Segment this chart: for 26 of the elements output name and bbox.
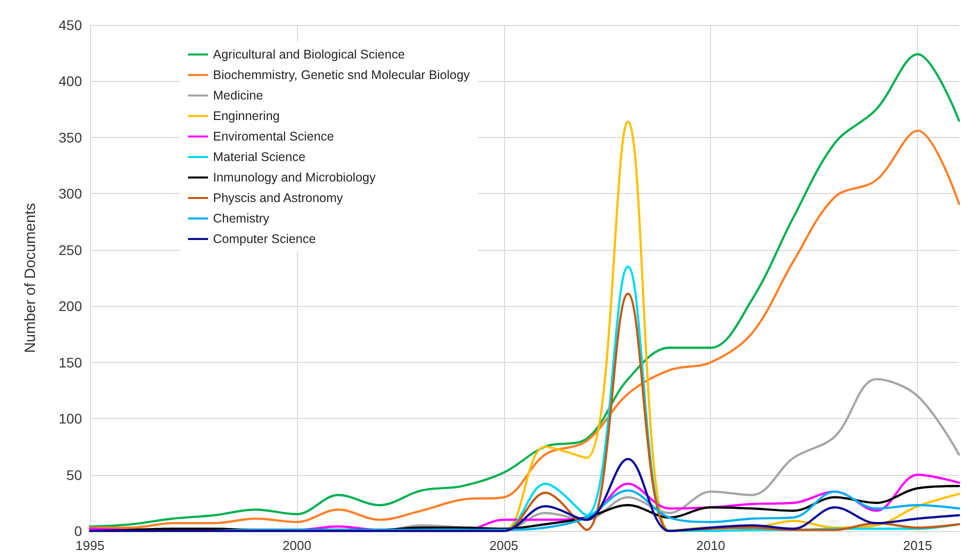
y-tick-label: 200 [58,298,82,314]
y-tick-label: 250 [58,242,82,258]
legend-label: Agricultural and Biological Science [213,48,405,62]
y-tick-label: 300 [58,186,82,202]
x-tick-label: 2005 [489,538,518,553]
x-tick-label: 2015 [903,538,932,553]
y-axis-title: Number of Documents [22,202,39,354]
legend-label: Chemistry [213,212,270,226]
y-tick-label: 150 [58,354,82,370]
legend-label: Enginnering [213,109,280,123]
legend-label: Enviromental Science [213,130,334,144]
legend-label: Material Science [213,150,306,164]
legend-label: Medicine [213,88,264,102]
y-tick-label: 400 [58,73,82,90]
y-tick-label: 450 [58,17,82,33]
legend-label: Physcis and Astronomy [213,191,344,205]
y-tick-label: 0 [74,523,82,539]
y-tick-label: 50 [66,466,82,483]
y-tick-label: 100 [58,410,82,427]
legend-label: Biochemmistry, Genetic snd Molecular Biology [213,68,471,82]
x-tick-label: 1995 [76,538,104,553]
legend-label: Computer Science [213,232,316,246]
x-tick-label: 2000 [282,538,312,553]
x-tick-label: 2010 [696,538,726,553]
y-tick-label: 350 [58,129,82,146]
legend-label: Inmunology and Microbiology [213,170,376,184]
